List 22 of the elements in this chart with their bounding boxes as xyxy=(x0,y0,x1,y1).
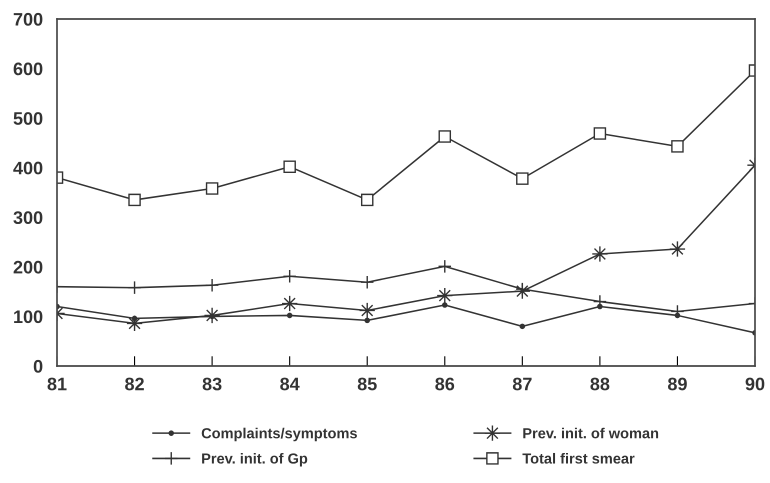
x-tick-label: 81 xyxy=(48,378,67,390)
x-tick-label: 83 xyxy=(202,378,222,390)
x-tick-label: 82 xyxy=(125,378,144,390)
x-tick-label: 87 xyxy=(512,378,532,390)
y-tick-label: 300 xyxy=(13,211,42,224)
x-tick-label: 90 xyxy=(746,378,764,390)
legend-label: Prev. init. of Gp xyxy=(202,452,308,467)
y-tick-label: 400 xyxy=(13,162,42,174)
y-tick-label: 500 xyxy=(14,112,42,125)
x-tick-label: 88 xyxy=(590,378,610,390)
y-tick-label: 0 xyxy=(34,360,42,373)
x-tick-label: 89 xyxy=(668,378,687,390)
y-tick-label: 100 xyxy=(14,310,42,324)
x-tick-label: 84 xyxy=(280,378,300,390)
x-tick-label: 85 xyxy=(358,378,377,390)
y-tick-label: 200 xyxy=(14,260,42,274)
y-tick-label: 600 xyxy=(14,62,42,76)
x-tick-label: 86 xyxy=(435,378,454,390)
y-tick-label: 700 xyxy=(14,12,42,26)
legend-label: Prev. init. of woman xyxy=(523,428,658,438)
legend-label: Total first smear xyxy=(522,452,634,464)
legend-label: Complaints/symptoms xyxy=(202,428,357,442)
